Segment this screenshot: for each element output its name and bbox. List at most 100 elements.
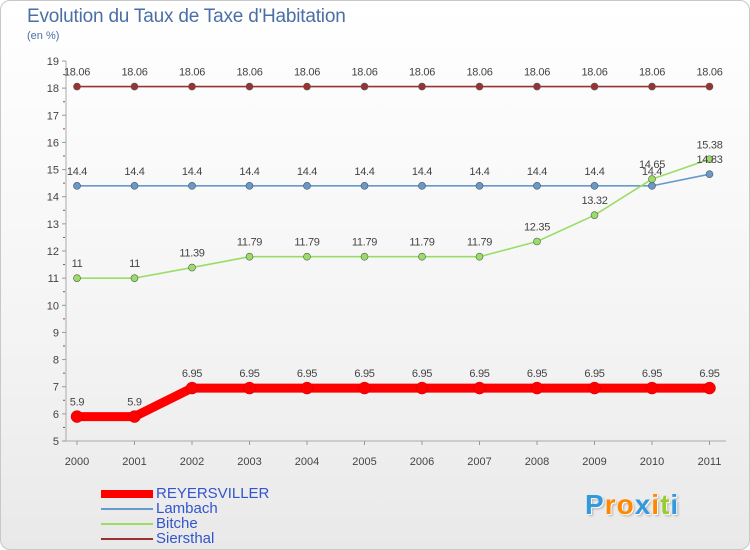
chart-title: Evolution du Taux de Taxe d'Habitation: [27, 6, 346, 27]
series-points: [70, 82, 716, 423]
data-point: [73, 82, 81, 91]
data-point: [185, 381, 199, 395]
data-label: 6.95: [642, 368, 662, 380]
y-tick-label: 18: [47, 83, 59, 95]
data-label: 6.95: [297, 368, 317, 380]
data-label: 14.83: [696, 154, 722, 166]
y-tick-label: 12: [47, 246, 59, 258]
data-label: 6.95: [469, 368, 489, 380]
y-tick-label: 17: [47, 110, 59, 122]
data-point: [475, 82, 484, 91]
data-label: 18.06: [121, 67, 147, 79]
data-point: [360, 82, 369, 91]
x-tick-label: 2003: [237, 456, 261, 468]
data-label: 14.4: [297, 166, 317, 178]
y-tick-label: 16: [47, 137, 59, 149]
data-point: [360, 252, 369, 261]
data-point: [473, 381, 486, 395]
data-point: [188, 182, 196, 190]
data-label: 11.79: [352, 237, 377, 249]
x-tick-label: 2006: [410, 456, 434, 468]
data-point: [418, 82, 426, 91]
data-label: 11.79: [294, 237, 319, 249]
data-point: [130, 82, 139, 91]
data-point: [590, 182, 599, 190]
logo-letter: r: [604, 489, 617, 520]
data-point: [645, 381, 659, 395]
data-point: [70, 410, 84, 423]
data-point: [590, 82, 599, 91]
data-point: [73, 182, 81, 190]
data-label: 13.32: [581, 195, 607, 207]
data-point: [303, 82, 311, 91]
data-label: 14.4: [584, 166, 604, 178]
series-line-reyersviller: [72, 383, 714, 422]
data-point: [245, 82, 254, 91]
data-point: [415, 381, 429, 395]
logo-letter: P: [585, 489, 605, 520]
x-tick-label: 2010: [640, 456, 664, 468]
data-point: [475, 182, 484, 190]
legend-swatch: [101, 523, 153, 525]
data-point: [418, 182, 426, 190]
data-label: 6.95: [182, 368, 202, 380]
data-point: [188, 263, 196, 272]
data-point: [705, 82, 714, 91]
x-tick-label: 2002: [180, 456, 204, 468]
logo-letter: x: [634, 489, 652, 520]
data-label: 15.38: [696, 139, 722, 151]
y-tick-label: 15: [47, 165, 59, 177]
x-tick-label: 2011: [698, 456, 722, 468]
data-point: [588, 381, 601, 395]
data-point: [128, 410, 141, 423]
data-label: 6.95: [412, 368, 432, 380]
data-label: 11.79: [467, 237, 492, 249]
legend-label: REYERSVILLER: [156, 485, 270, 502]
x-tick-label: 2009: [582, 456, 606, 468]
data-point: [703, 381, 716, 395]
data-label: 18.06: [409, 67, 435, 79]
x-tick-label: 2004: [295, 456, 319, 468]
data-point: [648, 182, 656, 190]
y-axis-unit-label: (en %): [27, 30, 60, 42]
logo-letter: i: [670, 489, 680, 520]
data-point: [418, 252, 426, 261]
axes: 5 6 7 8 9 10 11 12 13 14 15 16 17 18 19 2000 2001 2002 200…: [47, 56, 726, 468]
data-label: 5.9: [70, 397, 85, 409]
y-tick-label: 7: [53, 382, 59, 394]
data-label: 18.06: [581, 67, 607, 79]
data-point: [300, 381, 314, 395]
data-label: 18.06: [64, 67, 90, 79]
data-label: 14.65: [639, 159, 665, 171]
legend-swatch: [101, 490, 153, 498]
y-tick-label: 10: [47, 300, 59, 312]
data-point: [130, 182, 139, 190]
legend-swatch: [101, 538, 153, 540]
y-tick-label: 13: [47, 219, 59, 231]
data-point: [705, 155, 714, 164]
x-tick-label: 2005: [352, 456, 376, 468]
data-point: [648, 175, 656, 183]
data-label: 18.06: [179, 67, 205, 79]
data-label: 11: [129, 258, 140, 270]
data-label: 14.4: [182, 166, 202, 178]
legend-label: Bitche: [156, 515, 198, 532]
data-point: [130, 274, 139, 282]
data-point: [245, 182, 254, 190]
data-label: 12.35: [524, 222, 550, 234]
data-label: 14.4: [124, 166, 144, 178]
data-label: 18.06: [351, 67, 377, 79]
data-label: 11: [72, 258, 83, 270]
data-label: 18.06: [524, 67, 550, 79]
logo-letter: i: [651, 489, 661, 520]
x-tick-label: 2007: [467, 456, 491, 468]
data-point: [533, 82, 541, 91]
series-lines: [72, 85, 714, 422]
data-label: 6.95: [527, 368, 547, 380]
legend-label: Siersthal: [156, 530, 215, 547]
data-point: [475, 252, 484, 261]
x-tick-label: 2001: [122, 456, 146, 468]
proxiti-logo: Proxiti: [585, 489, 679, 521]
